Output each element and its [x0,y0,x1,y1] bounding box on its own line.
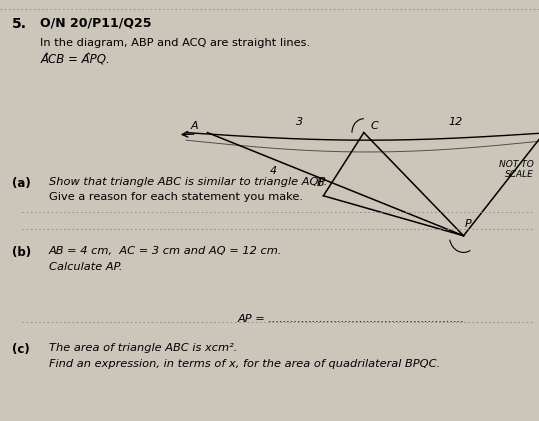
Text: The area of triangle ABC is xcm².: The area of triangle ABC is xcm². [49,343,237,353]
Text: O/N 20/P11/Q25: O/N 20/P11/Q25 [40,17,152,30]
Text: Show that triangle ABC is similar to triangle AQP.: Show that triangle ABC is similar to tri… [49,177,327,187]
Text: (a): (a) [12,177,31,190]
Text: B: B [317,178,324,188]
Text: 3: 3 [295,117,303,127]
Text: NOT TO
SCALE: NOT TO SCALE [499,160,534,179]
Text: Find an expression, in terms of x, for the area of quadrilateral BPQC.: Find an expression, in terms of x, for t… [49,359,440,369]
Text: In the diagram, ABP and ACQ are straight lines.: In the diagram, ABP and ACQ are straight… [40,38,310,48]
Text: A: A [190,120,198,131]
Text: (b): (b) [12,246,31,259]
Text: Give a reason for each statement you make.: Give a reason for each statement you mak… [49,192,302,203]
Text: (c): (c) [12,343,30,356]
Text: 4: 4 [270,165,278,176]
Text: 12: 12 [448,117,462,127]
Text: C: C [370,120,378,131]
Text: ÂCB = ÂPQ.: ÂCB = ÂPQ. [40,54,110,67]
Text: Calculate AP.: Calculate AP. [49,262,122,272]
Text: AB = 4 cm,  AC = 3 cm and AQ = 12 cm.: AB = 4 cm, AC = 3 cm and AQ = 12 cm. [49,246,282,256]
Text: AP = ......................................................: AP = ...................................… [237,314,464,324]
Text: P: P [465,219,471,229]
Text: 5.: 5. [12,17,27,31]
